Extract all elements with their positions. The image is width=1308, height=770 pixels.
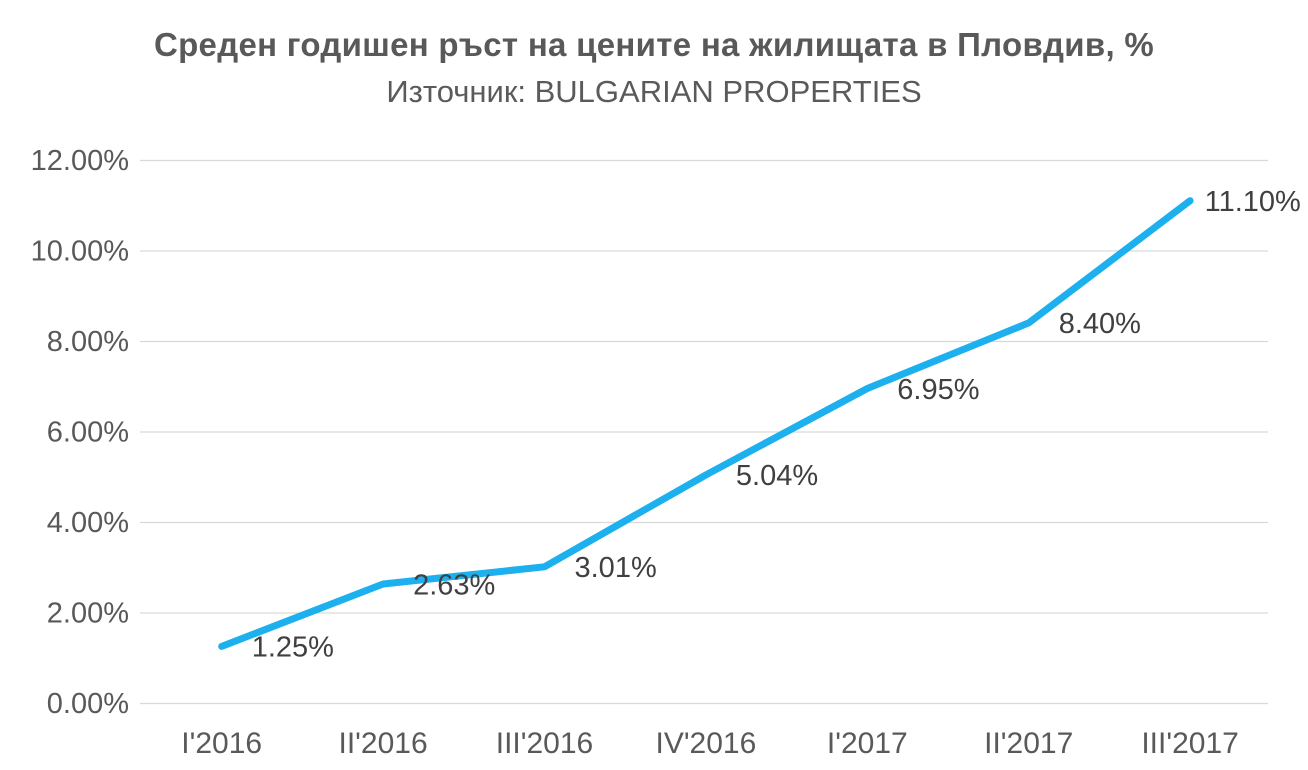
svg-text:I'2017: I'2017	[827, 727, 908, 760]
svg-text:II'2016: II'2016	[339, 727, 428, 760]
svg-text:8.00%: 8.00%	[47, 326, 129, 358]
svg-text:1.25%: 1.25%	[252, 632, 334, 664]
svg-text:IV'2016: IV'2016	[655, 727, 756, 760]
svg-text:3.01%: 3.01%	[575, 552, 657, 584]
svg-text:12.00%: 12.00%	[31, 145, 129, 177]
svg-text:2.00%: 2.00%	[47, 598, 129, 630]
svg-text:III'2016: III'2016	[496, 727, 593, 760]
svg-text:2.63%: 2.63%	[413, 569, 495, 601]
svg-text:I'2016: I'2016	[181, 727, 262, 760]
svg-text:8.40%: 8.40%	[1059, 308, 1141, 340]
svg-text:0.00%: 0.00%	[47, 688, 129, 720]
svg-text:4.00%: 4.00%	[47, 507, 129, 539]
svg-text:11.10%: 11.10%	[1205, 186, 1301, 218]
svg-text:III'2017: III'2017	[1141, 727, 1238, 760]
svg-text:6.95%: 6.95%	[897, 374, 979, 406]
svg-text:10.00%: 10.00%	[31, 236, 129, 268]
svg-text:II'2017: II'2017	[984, 727, 1073, 760]
svg-text:5.04%: 5.04%	[736, 460, 818, 492]
svg-text:6.00%: 6.00%	[47, 417, 129, 449]
